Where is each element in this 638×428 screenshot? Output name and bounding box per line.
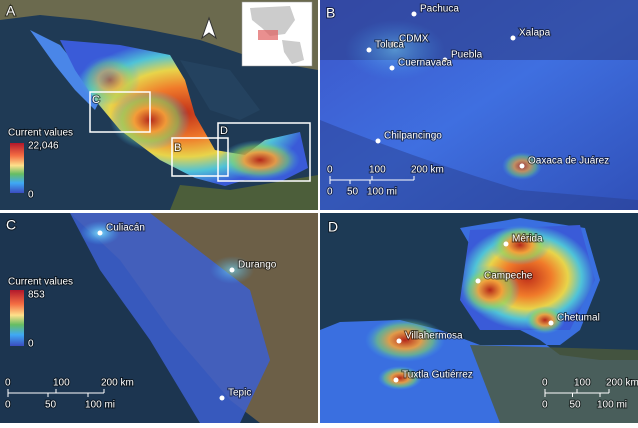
scale-km-label: 100: [53, 378, 70, 389]
panel-a-map: [0, 0, 318, 210]
legend-max: 853: [28, 290, 45, 301]
place-dot: [390, 41, 396, 47]
place-label: Oaxaca de Juárez: [528, 156, 609, 167]
place-dot: [475, 278, 481, 284]
panel-letter: C: [6, 217, 16, 233]
place-label: Puebla: [451, 50, 483, 61]
place-dot: [510, 35, 516, 41]
scale-km-label: 0: [327, 165, 333, 176]
panel-letter: B: [326, 5, 335, 21]
place-dot: [229, 267, 235, 273]
scale-km-label: 0: [542, 378, 548, 389]
place-label: Toluca: [375, 40, 404, 51]
place-label: Tepic: [228, 388, 251, 399]
panel-letter: A: [6, 3, 16, 19]
panel-letter: D: [328, 219, 338, 235]
scale-mi-label: 50: [45, 400, 57, 411]
place-label: CDMX: [399, 34, 429, 45]
place-label: Durango: [238, 260, 277, 271]
scale-mi-label: 50: [570, 400, 582, 411]
inset-box-label: C: [92, 94, 100, 106]
legend-max: 22,046: [28, 141, 59, 152]
scale-mi-label: 50: [347, 187, 359, 198]
scale-km-label: 100: [369, 165, 386, 176]
legend-min: 0: [28, 190, 34, 201]
place-dot: [375, 138, 381, 144]
panel-d-map: [320, 213, 638, 423]
scale-km-label: 0: [5, 378, 11, 389]
place-dot: [366, 47, 372, 53]
place-dot: [442, 57, 448, 63]
legend-title: Current values: [8, 277, 73, 288]
place-label: Mérida: [512, 234, 543, 245]
place-label: Chetumal: [557, 313, 600, 324]
place-label: Culiacán: [106, 223, 145, 234]
legend-min: 0: [28, 339, 34, 350]
scale-km-label: 200 km: [101, 378, 134, 389]
legend-title: Current values: [8, 128, 73, 139]
scale-mi-label: 100 mi: [597, 400, 627, 411]
scale-mi-label: 100 mi: [85, 400, 115, 411]
inset-box-label: D: [220, 125, 228, 137]
scale-mi-label: 0: [542, 400, 548, 411]
place-dot: [396, 338, 402, 344]
place-label: Pachuca: [420, 4, 459, 15]
place-dot: [411, 11, 417, 17]
place-label: Campeche: [484, 271, 533, 282]
panel-c-map: [0, 213, 318, 423]
place-label: Villahermosa: [405, 331, 463, 342]
inset-box-label: B: [174, 142, 181, 154]
scale-km-label: 200 km: [606, 378, 638, 389]
place-dot: [393, 377, 399, 383]
scale-km-label: 100: [574, 378, 591, 389]
place-dot: [219, 395, 225, 401]
place-dot: [97, 230, 103, 236]
place-dot: [503, 241, 509, 247]
place-dot: [519, 163, 525, 169]
scale-mi-label: 0: [5, 400, 11, 411]
place-label: Chilpancingo: [384, 131, 442, 142]
scale-mi-label: 0: [327, 187, 333, 198]
place-dot: [548, 320, 554, 326]
scale-mi-label: 100 mi: [367, 187, 397, 198]
panel-b-map: [320, 0, 638, 210]
scale-km-label: 200 km: [411, 165, 444, 176]
place-label: Cuernavaca: [398, 58, 452, 69]
place-dot: [389, 65, 395, 71]
place-label: Xalapa: [519, 28, 551, 39]
place-label: Tuxtla Gutiérrez: [402, 370, 473, 381]
